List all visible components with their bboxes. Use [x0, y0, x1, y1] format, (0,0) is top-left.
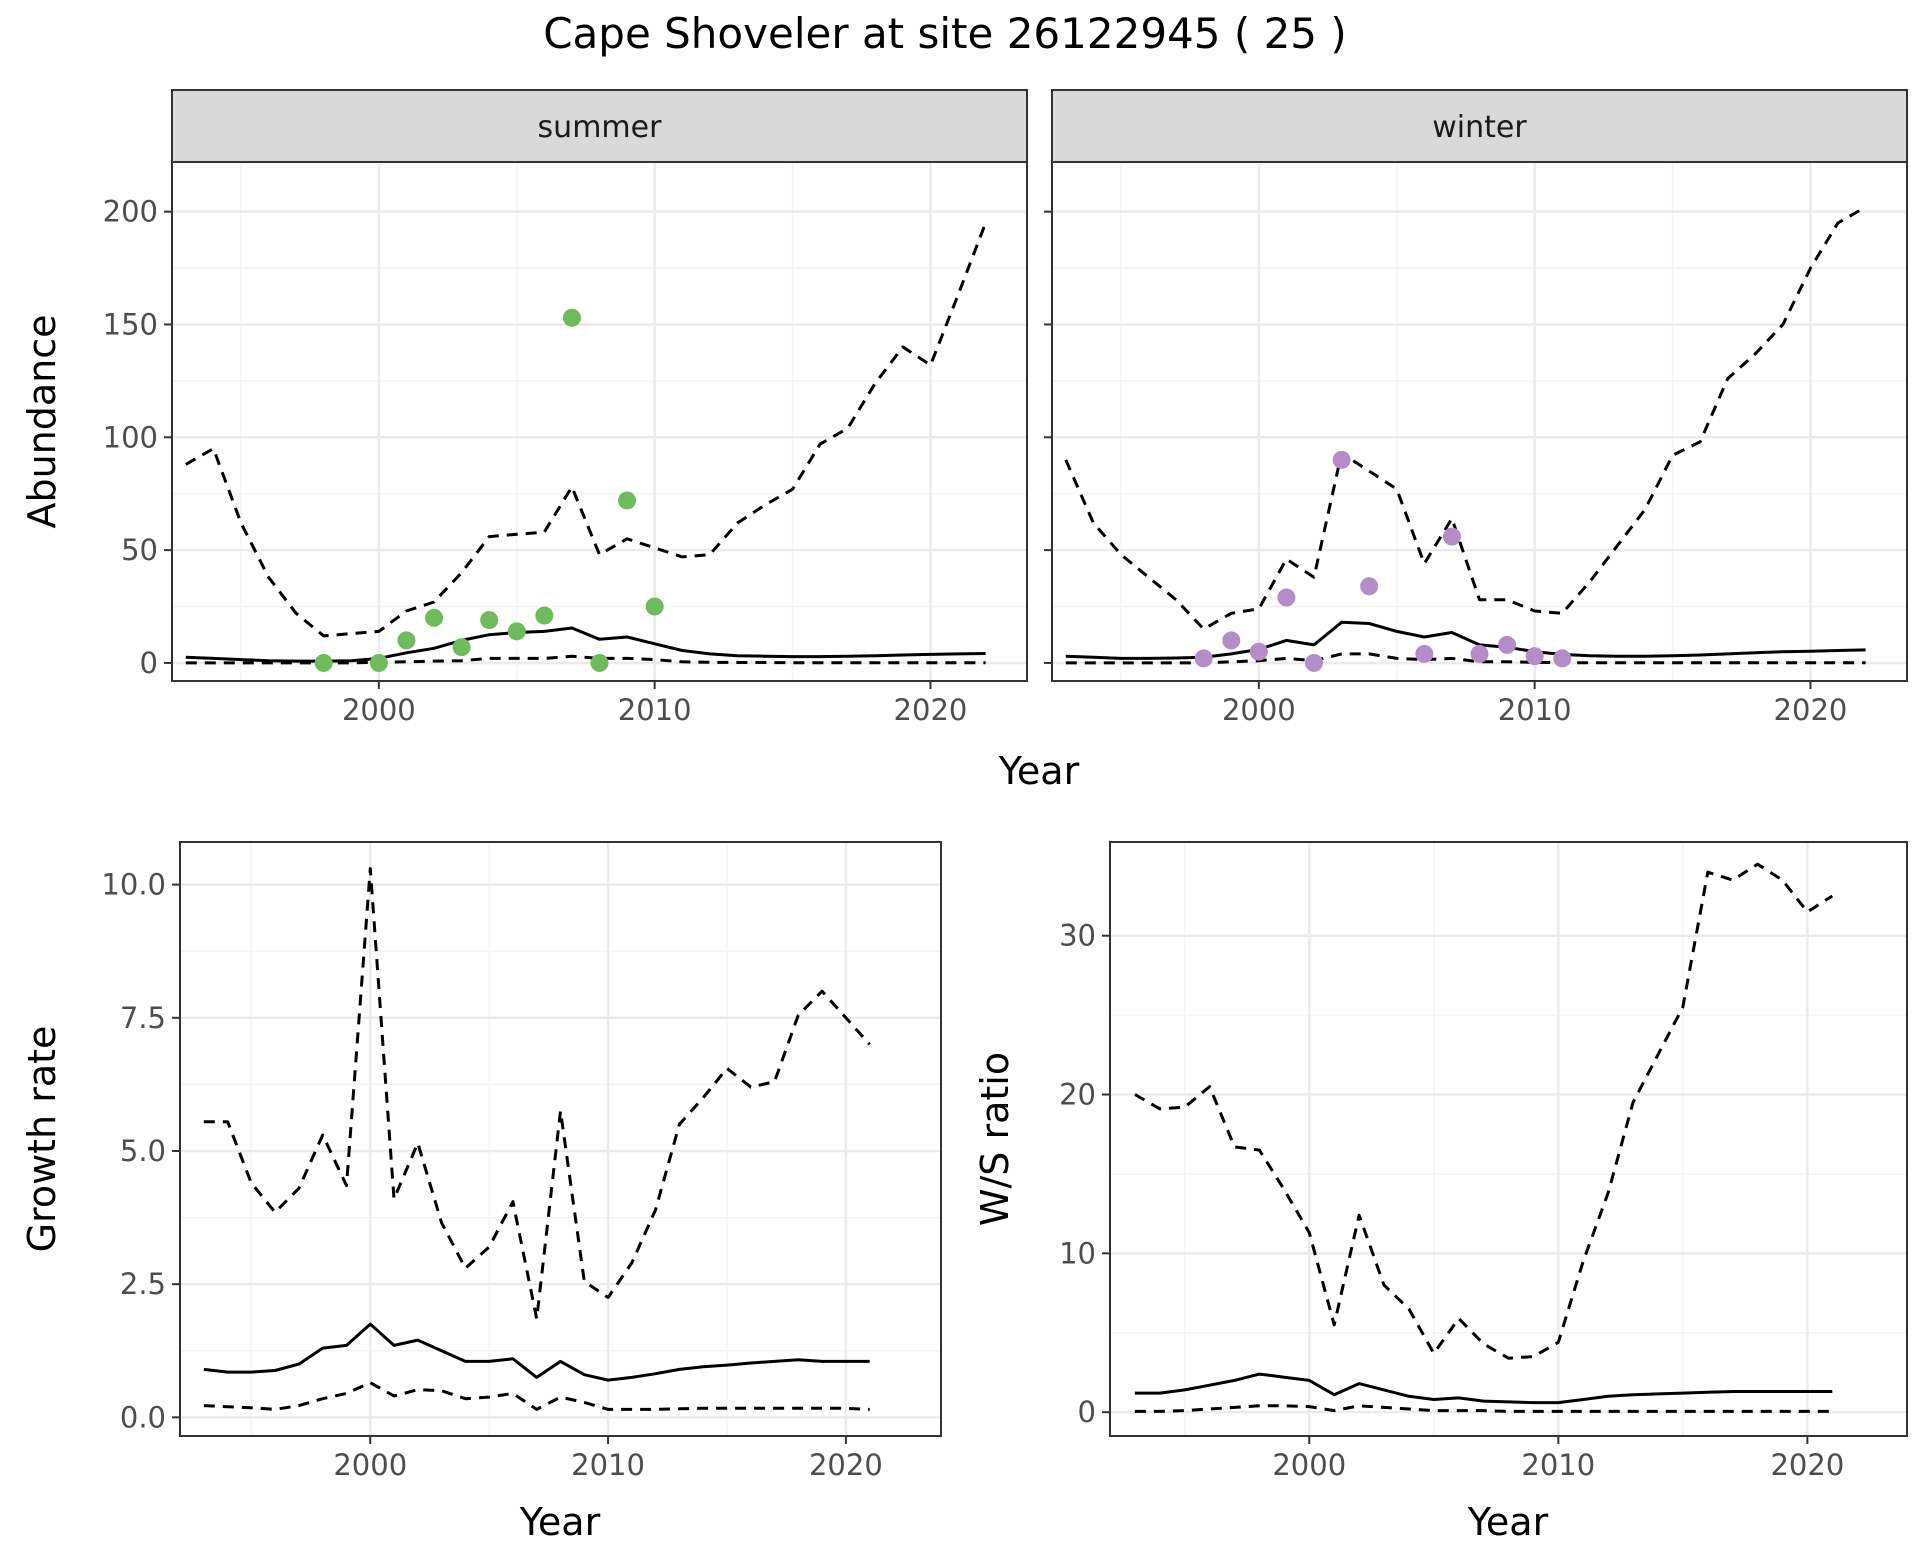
panel-ws-ratio: 0 10 20 30 2000 2010 2020 W/S ratio Year: [973, 841, 1908, 1544]
observation-point: [425, 608, 444, 627]
observation-point: [397, 631, 416, 650]
y-tick-label: 5.0: [120, 1134, 166, 1168]
y-tick-label: 200: [103, 195, 158, 229]
panel-frame: [1051, 161, 1908, 682]
observation-point: [1194, 649, 1213, 668]
strip-label-winter: winter: [1432, 110, 1527, 145]
y-tick-label: 10.0: [101, 868, 166, 902]
panel-growth-rate: 0.0 2.5 5.0 7.5 10.0 2000 2010 2020 Growth rat…: [20, 841, 942, 1544]
observation-point: [507, 622, 526, 641]
panel-frame: [171, 161, 1028, 682]
y-tick-label: 50: [121, 533, 158, 567]
observation-point: [1415, 644, 1434, 663]
observation-point: [535, 606, 554, 625]
y-tick-label: 100: [103, 420, 158, 454]
observation-point: [590, 653, 609, 672]
plot-background: [180, 842, 941, 1436]
observation-point: [618, 491, 637, 510]
y-axis-title-growth-rate: Growth rate: [20, 1026, 64, 1253]
observation-point: [645, 597, 664, 616]
y-tick-label: 0.0: [120, 1400, 166, 1434]
x-tick-label: 2000: [1272, 1448, 1346, 1482]
x-tick-label: 2010: [618, 693, 692, 727]
series-line-solid: [203, 1322, 870, 1382]
observation-point: [480, 611, 499, 630]
x-axis-title-growth: Year: [519, 1500, 601, 1544]
x-axis-title-abundance: Year: [998, 749, 1080, 793]
observation-point: [562, 308, 581, 327]
plot-background: [172, 162, 1027, 681]
panel-abundance-winter: winter 2000 2010 2020: [1044, 89, 1908, 727]
panel-frame: [1109, 841, 1908, 1437]
y-tick-label: 150: [103, 307, 158, 341]
y-tick-label: 0: [1078, 1395, 1096, 1429]
panel-abundance-summer: summer 0 50 100 150 200 2000 2010 2020 Abundan…: [20, 89, 1028, 727]
observation-point: [1525, 647, 1544, 666]
y-axis-title-abundance: Abundance: [20, 314, 64, 528]
observation-point: [1360, 577, 1379, 596]
x-tick-label: 2000: [1222, 693, 1296, 727]
strip-summer: [171, 89, 1028, 163]
observation-point: [1553, 649, 1572, 668]
observation-point: [1222, 631, 1241, 650]
x-tick-label: 2020: [894, 693, 968, 727]
series-line-dashed-upper: [1064, 205, 1867, 631]
x-tick-label: 2010: [1498, 693, 1572, 727]
x-tick-label: 2010: [1521, 1448, 1595, 1482]
strip-winter: [1051, 89, 1908, 163]
observation-point: [1470, 644, 1489, 663]
observation-point: [1277, 588, 1296, 607]
observation-point: [369, 653, 388, 672]
observation-point: [1249, 642, 1268, 661]
plot-background: [1110, 842, 1907, 1436]
series-line-dashed-upper: [203, 867, 871, 1321]
observation-point: [1498, 635, 1517, 654]
y-tick-label: 20: [1059, 1078, 1096, 1112]
strip-label-summer: summer: [538, 110, 663, 145]
chart-title: Cape Shoveler at site 26122945 ( 25 ): [543, 9, 1347, 58]
y-tick-label: 10: [1059, 1236, 1096, 1270]
x-tick-label: 2000: [342, 693, 416, 727]
y-tick-label: 7.5: [120, 1001, 166, 1035]
series-line-solid: [1134, 1372, 1833, 1405]
series-line-dashed-upper: [185, 222, 988, 638]
series-line-dashed-lower: [203, 1381, 870, 1411]
observation-point: [452, 638, 471, 657]
x-tick-label: 2020: [1774, 693, 1848, 727]
x-tick-label: 2000: [333, 1448, 407, 1482]
x-tick-label: 2010: [571, 1448, 645, 1482]
y-tick-label: 30: [1059, 919, 1096, 953]
x-axis-title-ws: Year: [1467, 1500, 1549, 1544]
observation-point: [314, 653, 333, 672]
observation-point: [1332, 450, 1351, 469]
x-tick-label: 2020: [809, 1448, 883, 1482]
y-tick-label: 2.5: [120, 1267, 166, 1301]
y-axis-title-ws-ratio: W/S ratio: [973, 1052, 1017, 1226]
observation-point: [1442, 527, 1461, 546]
observation-point: [1305, 653, 1324, 672]
plot-background: [1052, 162, 1907, 681]
series-line-dashed-lower: [1134, 1404, 1833, 1413]
x-tick-label: 2020: [1770, 1448, 1844, 1482]
panel-frame: [179, 841, 942, 1437]
y-tick-label: 0: [140, 646, 158, 680]
